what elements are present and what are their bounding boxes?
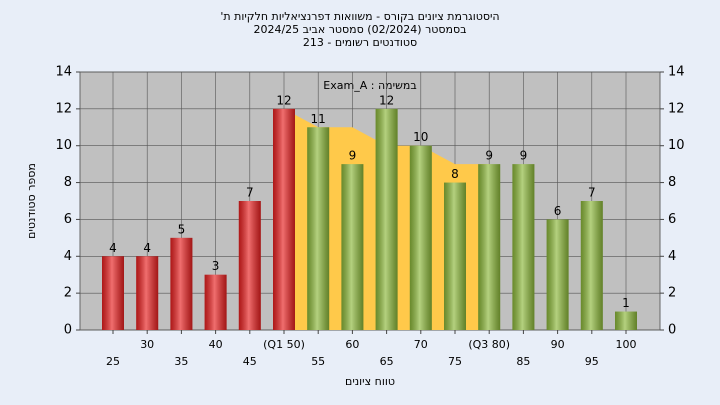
bar-shine — [546, 219, 569, 330]
y2-tick-label: 4 — [668, 249, 676, 264]
x-tick-label: (Q3 80) — [468, 338, 510, 351]
bar-shine — [615, 311, 637, 330]
y-tick-label: 14 — [55, 65, 72, 80]
x-tick-label: 55 — [311, 355, 325, 368]
bar-shine — [238, 201, 261, 330]
x-tick-label: 100 — [616, 338, 637, 351]
x-tick-label: 25 — [106, 355, 120, 368]
x-tick-label: 90 — [551, 338, 565, 351]
x-tick-label: 40 — [209, 338, 223, 351]
bar-shine — [409, 145, 432, 330]
x-tick-label: 60 — [345, 338, 359, 351]
y2-tick-label: 0 — [668, 323, 676, 338]
bar-shine — [136, 256, 159, 330]
bar-shine — [102, 256, 124, 330]
value-label: 4 — [109, 241, 117, 255]
value-label: 7 — [588, 186, 596, 200]
chart-subtitle: בסמסטר (02/2024) סמסטר אביב 2024/25 — [253, 23, 466, 36]
bar-shine — [375, 108, 398, 330]
value-label: 4 — [143, 241, 151, 255]
y2-tick-label: 6 — [668, 212, 676, 227]
x-axis-label: טווח ציונים — [345, 375, 395, 388]
x-tick-label: 70 — [414, 338, 428, 351]
bar-shine — [273, 108, 295, 330]
chart-subtitle: סטודנטים רשומים - 213 — [303, 36, 417, 49]
x-tick-label: 95 — [585, 355, 599, 368]
annotation: במשימה : Exam_A — [323, 79, 416, 92]
value-label: 8 — [451, 167, 459, 181]
value-label: 1 — [622, 296, 630, 310]
y-axis-label: מספר סטודנטים — [25, 163, 38, 239]
x-tick-label: 35 — [174, 355, 188, 368]
x-tick-label: 30 — [140, 338, 154, 351]
value-label: 9 — [520, 149, 528, 163]
value-label: 10 — [413, 130, 428, 144]
y2-tick-label: 2 — [668, 286, 676, 301]
x-tick-label: (Q1 50) — [263, 338, 305, 351]
y2-tick-label: 10 — [668, 138, 685, 153]
y-tick-label: 12 — [55, 101, 72, 116]
bar-shine — [170, 237, 193, 330]
x-tick-label: 45 — [243, 355, 257, 368]
bar-shine — [580, 201, 603, 330]
chart-title: היסטוגרמת ציונים בקורס - משוואות דפרנציא… — [220, 10, 499, 23]
bar-shine — [444, 182, 466, 330]
y2-tick-label: 8 — [668, 175, 676, 190]
value-label: 6 — [554, 204, 562, 218]
value-label: 7 — [246, 186, 254, 200]
bar-shine — [204, 274, 227, 330]
y2-tick-label: 12 — [668, 101, 685, 116]
value-label: 3 — [212, 259, 220, 273]
x-tick-label: 65 — [380, 355, 394, 368]
bar-shine — [307, 127, 330, 331]
y-tick-label: 2 — [64, 286, 72, 301]
value-label: 5 — [178, 222, 186, 236]
value-label: 12 — [379, 93, 394, 107]
y-tick-label: 8 — [64, 175, 72, 190]
value-label: 9 — [349, 149, 357, 163]
bar-shine — [512, 164, 535, 330]
y-tick-label: 10 — [55, 138, 72, 153]
y-tick-label: 6 — [64, 212, 72, 227]
value-label: 12 — [276, 93, 291, 107]
y2-tick-label: 14 — [668, 65, 685, 80]
value-label: 9 — [485, 149, 493, 163]
y-tick-label: 4 — [64, 249, 72, 264]
x-tick-label: 75 — [448, 355, 462, 368]
x-tick-label: 85 — [516, 355, 530, 368]
y-tick-label: 0 — [64, 323, 72, 338]
value-label: 11 — [311, 112, 326, 126]
bar-shine — [478, 164, 501, 330]
bar-shine — [341, 164, 364, 330]
